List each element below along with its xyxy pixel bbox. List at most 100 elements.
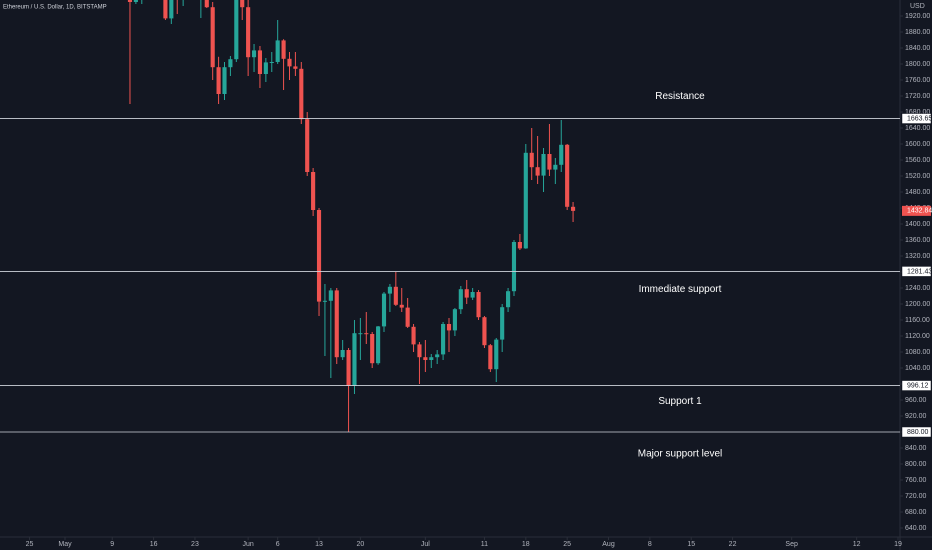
candle-body bbox=[541, 154, 546, 176]
candle-body bbox=[417, 344, 422, 358]
x-tick-label: 16 bbox=[150, 541, 158, 548]
candle-body bbox=[494, 339, 499, 370]
x-tick-label: 20 bbox=[356, 541, 364, 548]
y-tick-label: 840.00 bbox=[905, 445, 927, 452]
candle-body bbox=[411, 326, 416, 345]
x-tick-label: May bbox=[58, 541, 72, 548]
candle-body bbox=[547, 154, 552, 170]
x-tick-label: 13 bbox=[315, 541, 323, 548]
candle-body bbox=[364, 333, 369, 335]
candle-body bbox=[328, 290, 333, 301]
y-tick-label: 1120.00 bbox=[905, 333, 930, 340]
candle-body bbox=[293, 66, 298, 69]
last-price-tag bbox=[902, 205, 931, 216]
candle-body bbox=[257, 50, 263, 74]
x-tick-label: 12 bbox=[853, 541, 861, 548]
candle-body bbox=[169, 0, 174, 19]
y-tick-label: 1240.00 bbox=[905, 285, 930, 292]
x-tick-label: 25 bbox=[26, 541, 34, 548]
candle-body bbox=[346, 350, 351, 386]
x-tick-label: Sep bbox=[785, 541, 798, 548]
candle-body bbox=[216, 67, 221, 94]
candle-body bbox=[565, 144, 570, 207]
level-name: Resistance bbox=[655, 91, 705, 102]
candle-body bbox=[316, 210, 322, 302]
candle-body bbox=[553, 164, 558, 170]
candle-body bbox=[352, 333, 357, 386]
candle-body bbox=[210, 7, 215, 68]
y-tick-label: 1920.00 bbox=[905, 13, 930, 20]
x-tick-label: 19 bbox=[894, 541, 902, 548]
candle-body bbox=[305, 119, 310, 172]
candle-body bbox=[559, 144, 564, 165]
axes: 640.00 680.00 720.00 760.00 800.00 840.00 880.… bbox=[26, 13, 931, 548]
candle-body bbox=[299, 68, 304, 120]
y-tick-label: 1360.00 bbox=[905, 237, 930, 244]
candle-body bbox=[246, 7, 251, 58]
x-tick-label: Aug bbox=[602, 541, 615, 548]
x-tick-label: 22 bbox=[729, 541, 737, 548]
y-tick-label: 1760.00 bbox=[905, 77, 930, 84]
level-price-label: 880.00 bbox=[907, 429, 929, 436]
x-tick-label: Jun bbox=[242, 541, 253, 548]
candle-body bbox=[322, 300, 328, 302]
level-price-tag bbox=[901, 113, 932, 124]
candle-body bbox=[340, 350, 345, 358]
x-tick-label: 6 bbox=[276, 541, 280, 548]
level-price-tag bbox=[901, 380, 932, 391]
candle-body bbox=[204, 0, 209, 8]
level-price-label: 1663.65 bbox=[907, 115, 932, 122]
level-name: Major support level bbox=[638, 449, 722, 460]
candle-body bbox=[506, 291, 511, 308]
candle-body bbox=[464, 289, 469, 298]
y-tick-label: 920.00 bbox=[905, 413, 927, 420]
x-tick-label: 18 bbox=[522, 541, 530, 548]
candle-body bbox=[435, 354, 440, 358]
candle-body bbox=[529, 152, 534, 168]
y-tick-label: 1720.00 bbox=[905, 93, 930, 100]
level-price-label: 1281.43 bbox=[907, 268, 932, 275]
candle-body bbox=[458, 289, 463, 310]
candle-body bbox=[376, 326, 381, 364]
candle-body bbox=[163, 0, 168, 19]
y-tick-label: 1600.00 bbox=[905, 141, 930, 148]
level-price-label: 996.12 bbox=[907, 382, 929, 389]
last-price-label: 1432.84 bbox=[907, 208, 932, 215]
candle-body bbox=[311, 172, 316, 210]
chart-title: Ethereum / U.S. Dollar, 1D, BITSTAMP bbox=[3, 5, 107, 11]
candle-body bbox=[482, 317, 487, 346]
candle-body bbox=[570, 206, 576, 211]
candle-body bbox=[358, 333, 363, 335]
candle-body bbox=[535, 167, 540, 176]
y-tick-label: 1400.00 bbox=[905, 221, 930, 228]
candle-body bbox=[452, 309, 457, 331]
y-tick-label: 1880.00 bbox=[905, 29, 930, 36]
level-price-tag bbox=[901, 266, 932, 277]
candle-body bbox=[488, 345, 493, 370]
candle-body bbox=[234, 0, 239, 60]
candle-body bbox=[441, 324, 446, 355]
y-tick-label: 1160.00 bbox=[905, 317, 930, 324]
candle-body bbox=[517, 242, 522, 249]
candle-body bbox=[429, 357, 434, 360]
candle-body bbox=[228, 59, 233, 68]
candle-body bbox=[222, 67, 227, 94]
candle-body bbox=[470, 292, 475, 298]
y-tick-label: 1320.00 bbox=[905, 253, 930, 260]
y-tick-label: 960.00 bbox=[905, 397, 927, 404]
candle-body bbox=[281, 40, 286, 59]
y-tick-label: 1200.00 bbox=[905, 301, 930, 308]
y-tick-label: 640.00 bbox=[905, 525, 927, 532]
plot-area bbox=[0, 0, 900, 433]
level-price-tag bbox=[901, 426, 932, 438]
y-tick-label: 800.00 bbox=[905, 461, 927, 468]
x-tick-label: 23 bbox=[191, 541, 199, 548]
candle-body bbox=[523, 152, 528, 249]
level-name: Immediate support bbox=[639, 284, 722, 295]
x-tick-label: 8 bbox=[648, 541, 652, 548]
y-tick-label: 720.00 bbox=[905, 493, 927, 500]
candle-body bbox=[381, 293, 387, 327]
